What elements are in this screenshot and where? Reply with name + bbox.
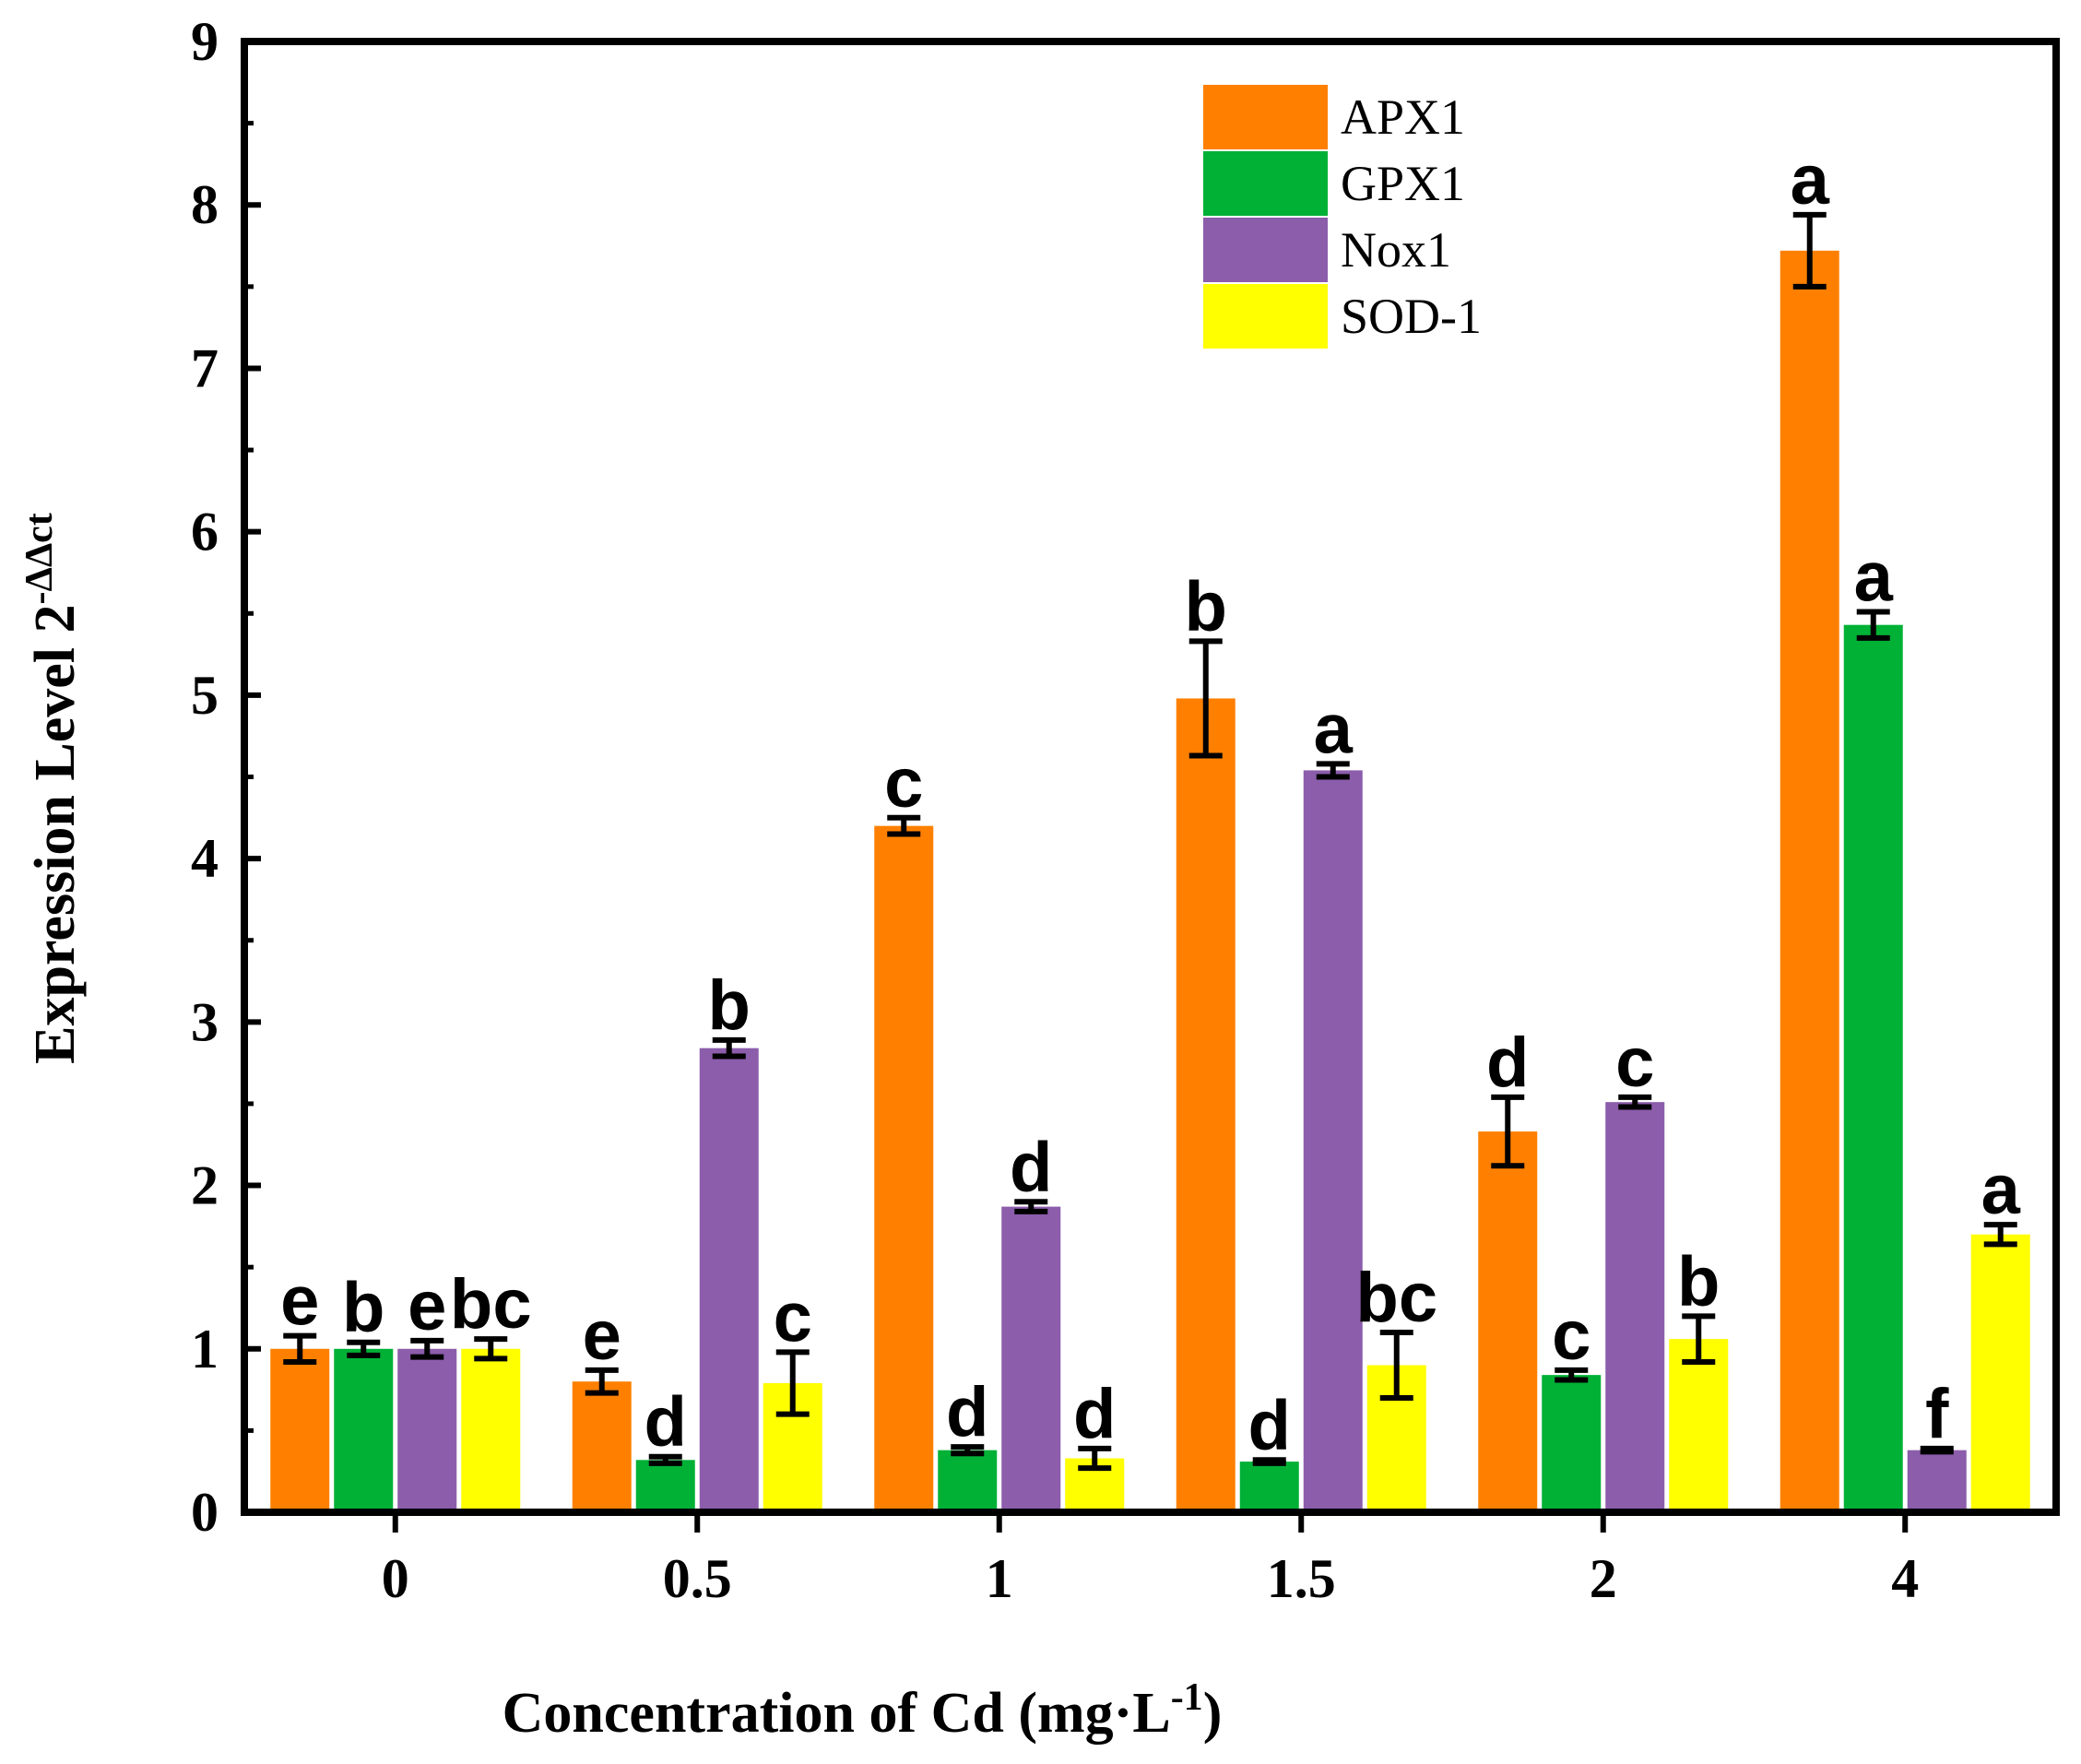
bar-nox1-2 — [1605, 1102, 1665, 1512]
significance-letter: e — [280, 1262, 319, 1341]
significance-letter: e — [408, 1267, 446, 1345]
bar-apx1-2 — [1478, 1131, 1538, 1512]
y-axis-label-superscript: -ΔΔct — [18, 513, 61, 604]
legend-label-nox1: Nox1 — [1341, 222, 1451, 278]
bar-apx1-1 — [874, 825, 934, 1512]
bar-apx1-0 — [270, 1348, 330, 1512]
bar-gpx1-0.5 — [635, 1460, 695, 1512]
x-axis-title: Concentration of Cd (mg·L-1) — [503, 1676, 1223, 1745]
significance-letter: bc — [1355, 1259, 1437, 1337]
x-tick-label: 1 — [986, 1548, 1013, 1609]
significance-letter: a — [1791, 141, 1830, 219]
x-tick-label: 2 — [1590, 1548, 1617, 1609]
significance-letter: a — [1854, 539, 1894, 617]
y-axis-title: Expression Level 2-ΔΔct — [18, 513, 87, 1064]
bar-gpx1-0 — [334, 1348, 394, 1512]
significance-letter: a — [1981, 1151, 2021, 1229]
significance-letter: c — [774, 1278, 812, 1356]
significance-letter: c — [1552, 1296, 1590, 1375]
significance-letter: b — [1677, 1242, 1720, 1320]
legend-swatch-apx1 — [1203, 85, 1328, 149]
y-tick-label: 3 — [191, 991, 219, 1052]
y-tick-label: 5 — [191, 665, 219, 726]
significance-letter: d — [1248, 1386, 1291, 1464]
bar-apx1-0.5 — [572, 1381, 632, 1512]
x-tick-label: 0 — [382, 1548, 409, 1609]
bar-nox1-1.5 — [1303, 770, 1363, 1512]
svg-text:Expression Level 2-ΔΔct: Expression Level 2-ΔΔct — [18, 513, 87, 1064]
significance-letter: bc — [450, 1265, 532, 1344]
y-tick-label: 7 — [191, 337, 219, 398]
x-tick-label: 1.5 — [1267, 1548, 1336, 1609]
bar-sod-1-4 — [1970, 1234, 2030, 1512]
significance-letter: d — [1486, 1024, 1529, 1102]
significance-letter: b — [708, 966, 751, 1045]
significance-letter: b — [342, 1269, 384, 1347]
x-axis-label-superscript: -1 — [1171, 1676, 1203, 1719]
legend-swatch-gpx1 — [1203, 151, 1328, 216]
bar-nox1-0.5 — [699, 1048, 759, 1512]
y-tick-label: 6 — [191, 502, 219, 562]
significance-letter: e — [583, 1296, 621, 1375]
y-tick-label: 9 — [191, 11, 219, 72]
x-tick-label: 4 — [1891, 1548, 1919, 1609]
legend-label-sod-1: SOD-1 — [1341, 289, 1482, 344]
bar-nox1-1 — [1001, 1206, 1061, 1512]
y-tick-label: 8 — [191, 174, 219, 235]
significance-letter: c — [884, 744, 923, 823]
significance-letter: d — [1010, 1128, 1052, 1206]
legend: APX1 GPX1 Nox1 SOD-1 — [1203, 85, 1482, 349]
y-tick-label: 4 — [191, 828, 219, 889]
legend-swatch-sod-1 — [1203, 284, 1328, 349]
legend-label-gpx1: GPX1 — [1341, 156, 1465, 211]
significance-letter: c — [1615, 1024, 1654, 1102]
y-tick-label: 0 — [191, 1482, 219, 1543]
significance-letter: b — [1185, 567, 1227, 645]
x-axis-label: Concentration of Cd (mg·L — [503, 1682, 1171, 1745]
significance-letter: d — [1073, 1375, 1116, 1453]
x-tick-label: 0.5 — [663, 1548, 732, 1609]
legend-swatch-nox1 — [1203, 218, 1328, 282]
y-axis-label: Expression Level 2 — [24, 604, 87, 1063]
x-axis-label-tail: ) — [1203, 1682, 1223, 1745]
bar-sod-1-0 — [461, 1348, 521, 1512]
significance-letter: a — [1314, 690, 1354, 768]
significance-letter: f — [1925, 1375, 1949, 1453]
bar-gpx1-4 — [1843, 624, 1903, 1512]
bar-apx1-1.5 — [1176, 698, 1236, 1512]
bar-gpx1-2 — [1542, 1375, 1602, 1512]
bar-gpx1-1.5 — [1239, 1462, 1299, 1512]
y-tick-label: 2 — [191, 1155, 219, 1216]
significance-letter: d — [644, 1383, 687, 1462]
bar-apx1-4 — [1779, 250, 1839, 1512]
y-tick-label: 1 — [191, 1319, 219, 1379]
bar-sod-1-2 — [1669, 1339, 1729, 1512]
bar-nox1-0 — [397, 1348, 457, 1512]
significance-letter: d — [946, 1373, 988, 1451]
legend-label-apx1: APX1 — [1341, 89, 1465, 145]
bar-nox1-4 — [1907, 1450, 1967, 1512]
bar-gpx1-1 — [938, 1450, 998, 1512]
